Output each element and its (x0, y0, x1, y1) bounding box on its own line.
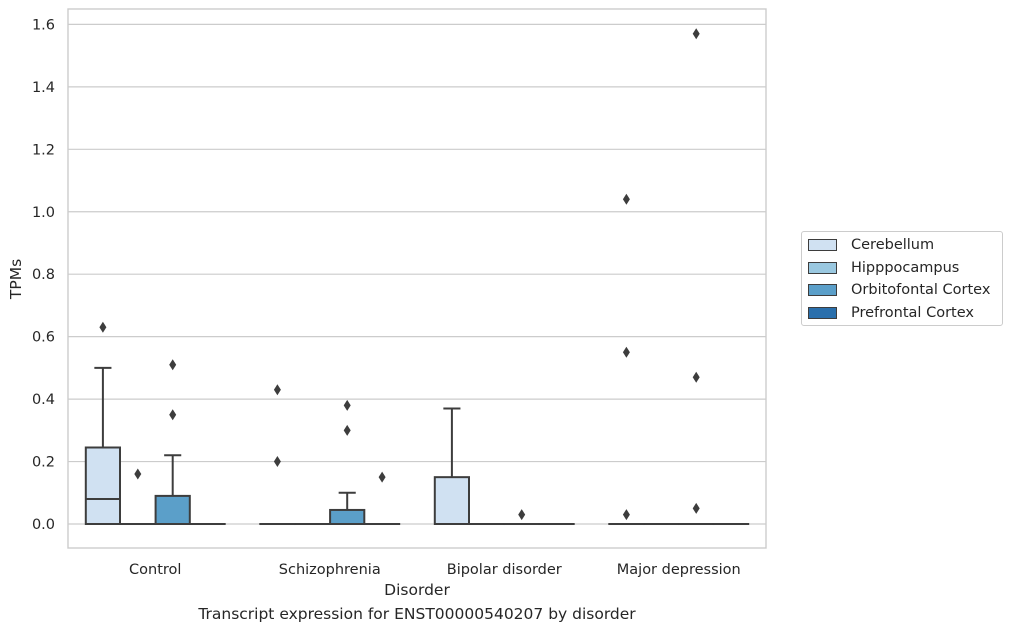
box-body (433, 476, 471, 526)
box-2-1 (329, 399, 366, 526)
chart-caption: Transcript expression for ENST0000054020… (198, 605, 636, 623)
legend-swatch (808, 261, 837, 274)
legend-item: Orbitofontal Cortex (808, 280, 990, 300)
box-2-3 (678, 28, 715, 526)
outlier-point (692, 371, 700, 383)
y-tick-label: 1.6 (32, 17, 55, 33)
legend-item: Cerebellum (808, 235, 934, 255)
outlier-point (273, 456, 281, 468)
y-axis-ticks: 0.0 0.2 0.4 0.6 0.8 1.0 1.2 1.4 1.6 (32, 17, 55, 533)
boxes (84, 28, 750, 526)
y-tick-label: 0.2 (32, 455, 55, 471)
outlier-point (518, 509, 526, 521)
outlier-point (169, 409, 177, 421)
y-tick-label: 0.4 (32, 392, 55, 408)
y-tick-label: 0.8 (32, 267, 55, 283)
x-axis-ticks: Control Schizophrenia Bipolar disorder Majo… (129, 562, 741, 578)
y-tick-label: 0.6 (32, 330, 55, 346)
legend-swatch (808, 284, 837, 296)
y-tick-label: 1.4 (32, 80, 55, 96)
box-0-2 (433, 407, 471, 526)
legend-label: Orbitofontal Cortex (851, 282, 991, 298)
x-tick-label: Schizophrenia (279, 562, 381, 578)
box-body (154, 494, 191, 525)
outlier-point (99, 321, 107, 333)
outlier-point (343, 399, 351, 411)
y-tick-label: 0.0 (32, 517, 55, 533)
outlier-point (622, 193, 630, 205)
box-2-0 (154, 359, 191, 525)
x-tick-label: Control (129, 562, 181, 578)
legend-label: Cerebellum (851, 237, 935, 253)
outlier-point (134, 468, 142, 480)
x-axis-title: Disorder (384, 581, 450, 599)
box-0-0 (84, 321, 122, 525)
outlier-point (692, 502, 700, 514)
box-3-1 (363, 471, 401, 526)
outlier-point (169, 359, 177, 371)
outlier-point (622, 509, 630, 521)
y-axis-title: TPMs (7, 259, 25, 300)
legend-swatch (808, 239, 837, 251)
outlier-point (343, 424, 351, 436)
box-2-2 (503, 509, 540, 526)
outlier-point (692, 28, 700, 40)
x-tick-label: Major depression (617, 562, 741, 578)
box-1-0 (119, 468, 156, 526)
legend: Cerebellum Hipppocampus Orbitofontal Corte… (801, 231, 1003, 326)
outlier-point (622, 346, 630, 358)
outlier-point (273, 384, 281, 396)
gridlines (68, 23, 766, 525)
box-0-1 (259, 384, 296, 526)
legend-label: Prefrontal Cortex (851, 304, 974, 321)
y-tick-label: 1.2 (32, 142, 55, 158)
x-tick-label: Bipolar disorder (447, 562, 562, 578)
outlier-point (378, 471, 386, 483)
plot-area-frame (67, 8, 767, 549)
y-tick-label: 1.0 (32, 205, 55, 221)
legend-item: Hipppocampus (808, 258, 959, 278)
box-body (84, 446, 122, 525)
box-0-3 (608, 193, 645, 526)
legend-item: Prefrontal Cortex (808, 303, 974, 323)
legend-label: Hipppocampus (851, 259, 960, 276)
box-body (329, 508, 366, 526)
legend-swatch (808, 306, 837, 319)
